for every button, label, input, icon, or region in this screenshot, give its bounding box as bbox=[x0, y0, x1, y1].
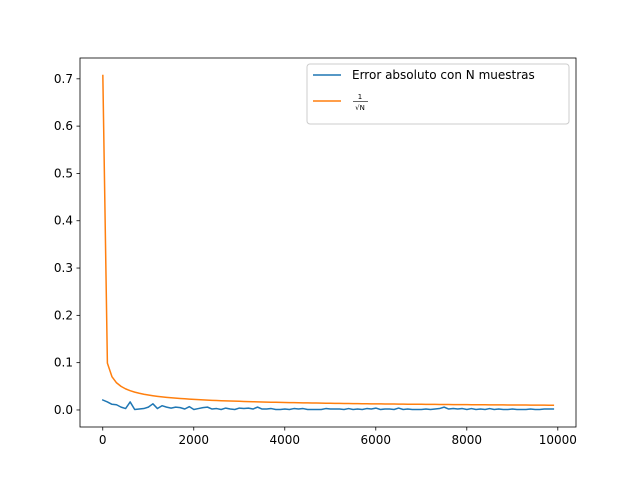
plot-frame bbox=[79, 57, 577, 428]
x-tick-label: 4000 bbox=[269, 433, 300, 447]
y-tick-label: 0.2 bbox=[54, 308, 73, 322]
x-tick-label: 8000 bbox=[452, 433, 483, 447]
x-tick-label: 0 bbox=[99, 433, 107, 447]
y-tick-label: 0.5 bbox=[54, 166, 73, 180]
y-tick-label: 0.6 bbox=[54, 119, 73, 133]
legend-label-error: Error absoluto con N muestras bbox=[352, 68, 535, 82]
y-tick-label: 0.0 bbox=[54, 403, 73, 417]
y-tick-label: 0.7 bbox=[54, 72, 73, 86]
x-axis: 0 2000 4000 6000 8000 10000 bbox=[99, 427, 577, 447]
series-line-error bbox=[101, 399, 555, 411]
x-tick-label: 2000 bbox=[178, 433, 209, 447]
series-line-inv-sqrt bbox=[102, 74, 555, 406]
y-tick-label: 0.3 bbox=[54, 261, 73, 275]
series-layer bbox=[101, 74, 555, 411]
legend: Error absoluto con N muestras 1 √N bbox=[306, 63, 570, 125]
legend-label-inv-sqrt-denominator: √N bbox=[355, 104, 365, 112]
legend-label-inv-sqrt-numerator: 1 bbox=[358, 93, 362, 101]
x-tick-label: 6000 bbox=[361, 433, 392, 447]
y-tick-label: 0.1 bbox=[54, 356, 73, 370]
y-tick-label: 0.4 bbox=[54, 214, 73, 228]
x-tick-label: 10000 bbox=[539, 433, 577, 447]
legend-box bbox=[306, 63, 570, 125]
y-axis: 0.0 0.1 0.2 0.3 0.4 0.5 0.6 0.7 bbox=[54, 72, 80, 417]
